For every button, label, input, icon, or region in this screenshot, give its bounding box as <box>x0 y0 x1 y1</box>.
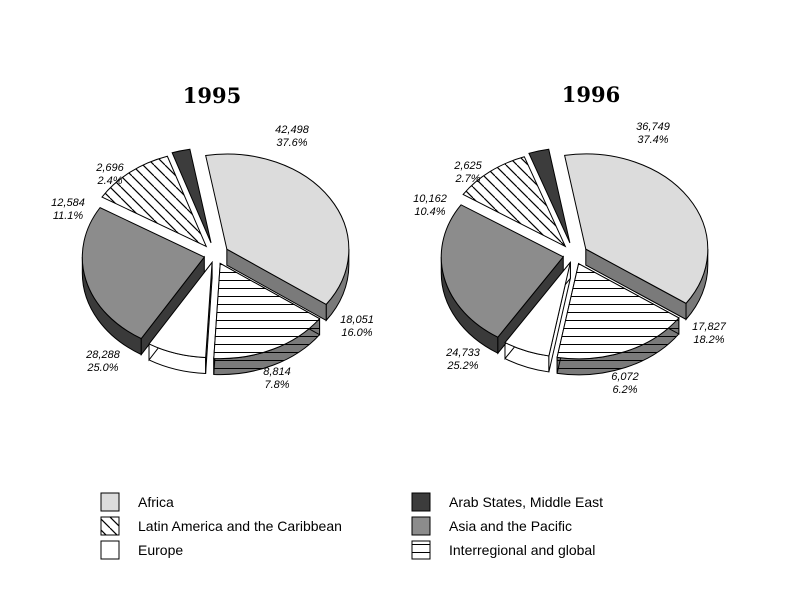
legend-label: Latin America and the Caribbean <box>138 518 342 534</box>
slice-value-label: 42,498 <box>275 124 310 136</box>
legend-item-europe: Europe <box>100 540 183 560</box>
slice-value-label: 12,584 <box>51 197 85 209</box>
slice-percent-label: 7.8% <box>264 379 289 391</box>
slice-percent-label: 37.6% <box>276 137 307 149</box>
legend-label: Europe <box>138 542 183 558</box>
pie-slice-arab-states-middle-east <box>528 148 571 244</box>
legend-item-africa: Africa <box>100 492 174 512</box>
legend-label: Africa <box>138 494 174 510</box>
slice-percent-label: 11.1% <box>53 210 84 222</box>
pie-slice-africa <box>205 153 350 306</box>
legend-swatch <box>100 540 120 560</box>
slice-percent-label: 2.4% <box>96 175 122 187</box>
legend-swatch <box>411 540 431 560</box>
slice-value-label: 2,696 <box>95 162 124 174</box>
pie-slice-latin-america-and-the-caribbean <box>462 156 567 248</box>
slice-value-label: 2,625 <box>453 160 482 172</box>
slice-percent-label: 25.0% <box>86 362 118 374</box>
slice-percent-label: 6.2% <box>612 384 637 396</box>
slice-percent-label: 37.4% <box>637 134 668 146</box>
legend-swatch <box>411 516 431 536</box>
pie-slice-asia-and-the-pacific <box>81 206 206 340</box>
pie-slice-africa <box>563 153 709 305</box>
pie-chart-title: 1996 <box>562 82 620 107</box>
legend-item-interregional-and-global: Interregional and global <box>411 540 595 560</box>
slice-value-label: 24,733 <box>445 347 481 359</box>
slice-percent-label: 10.4% <box>414 206 445 218</box>
slice-value-label: 18,051 <box>340 314 374 326</box>
legend-label: Interregional and global <box>449 542 595 558</box>
pie-slice-latin-america-and-the-caribbean <box>101 155 208 248</box>
legend-swatch <box>100 492 120 512</box>
slice-percent-label: 18.2% <box>693 334 724 346</box>
slice-value-label: 8,814 <box>263 366 291 378</box>
legend-label: Arab States, Middle East <box>449 494 603 510</box>
legend-swatch <box>411 492 431 512</box>
legend-item-arab-states-middle-east: Arab States, Middle East <box>411 492 603 512</box>
slice-percent-label: 2.7% <box>454 173 480 185</box>
pie-slice-interregional-and-global <box>556 262 680 360</box>
pie-chart-title: 1995 <box>183 83 241 108</box>
legend-label: Asia and the Pacific <box>449 518 572 534</box>
slice-value-label: 10,162 <box>413 193 447 205</box>
slice-value-label: 17,827 <box>692 321 727 333</box>
slice-value-label: 28,288 <box>85 349 121 361</box>
slice-percent-label: 16.0% <box>341 327 372 339</box>
slice-percent-label: 25.2% <box>446 360 478 372</box>
legend-swatch <box>100 516 120 536</box>
pie-slice-asia-and-the-pacific <box>440 204 565 338</box>
slice-value-label: 36,749 <box>636 121 670 133</box>
legend: Africa Latin America and the Caribbean Eur… <box>100 492 603 560</box>
pie-slice-europe <box>504 261 571 357</box>
pie-slice-interregional-and-global <box>213 262 321 360</box>
slice-value-label: 6,072 <box>611 371 639 383</box>
legend-item-asia-and-the-pacific: Asia and the Pacific <box>411 516 572 536</box>
legend-item-latin-america-and-the-caribbean: Latin America and the Caribbean <box>100 516 342 536</box>
pie-slice-europe <box>148 260 213 359</box>
pie-slice-arab-states-middle-east <box>171 148 212 244</box>
